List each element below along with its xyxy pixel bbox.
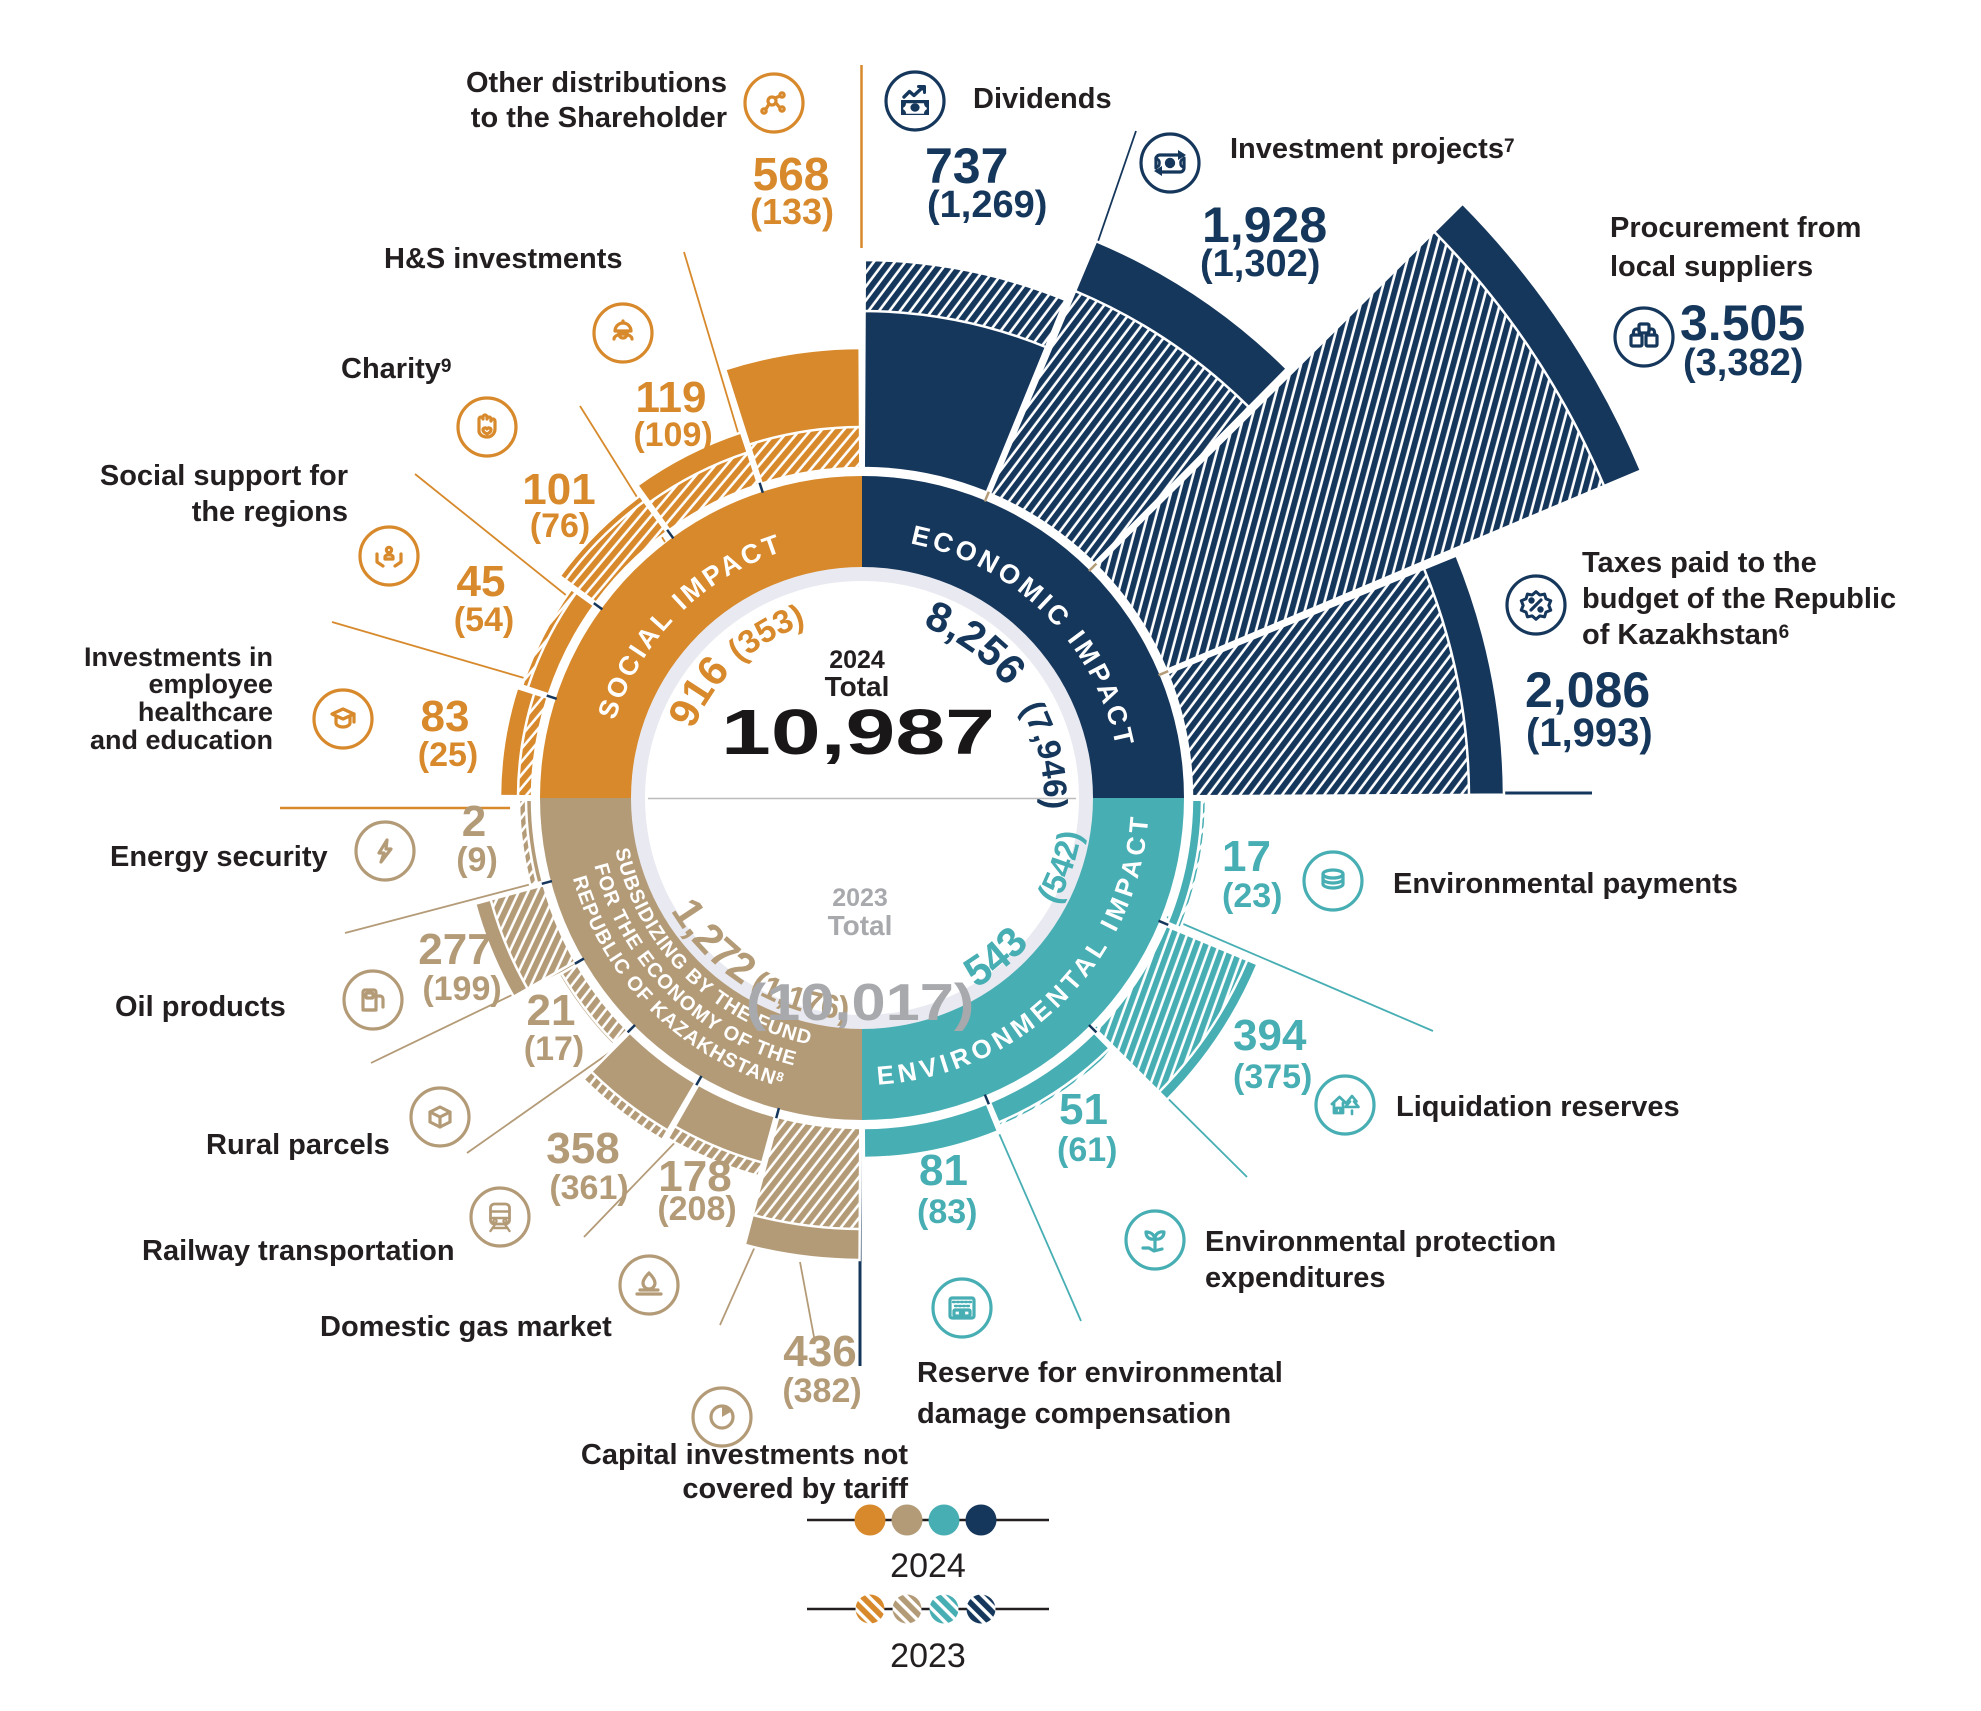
svg-text:(109): (109) <box>633 416 712 454</box>
svg-text:Procurement from: Procurement from <box>1610 212 1861 244</box>
svg-text:101: 101 <box>522 465 595 514</box>
svg-text:(208): (208) <box>657 1190 736 1228</box>
svg-text:budget of the Republic: budget of the Republic <box>1582 583 1896 615</box>
svg-text:2024: 2024 <box>890 1547 966 1585</box>
svg-text:17: 17 <box>1222 832 1271 881</box>
svg-text:2,086: 2,086 <box>1525 662 1650 718</box>
svg-text:Social support for: Social support for <box>100 460 348 492</box>
svg-text:Dividends: Dividends <box>973 83 1112 115</box>
svg-text:Railway transportation: Railway transportation <box>142 1235 455 1267</box>
svg-text:of Kazakhstan6: of Kazakhstan6 <box>1582 619 1789 651</box>
svg-text:covered by tariff: covered by tariff <box>682 1473 908 1505</box>
svg-text:(375): (375) <box>1233 1058 1312 1096</box>
svg-text:(1,302): (1,302) <box>1200 243 1320 285</box>
svg-text:(1,269): (1,269) <box>927 184 1047 226</box>
svg-text:(23): (23) <box>1222 877 1282 915</box>
svg-text:to the Shareholder: to the Shareholder <box>471 102 727 134</box>
svg-text:Rural parcels: Rural parcels <box>206 1129 390 1161</box>
svg-text:the regions: the regions <box>192 496 348 528</box>
svg-text:436: 436 <box>783 1327 856 1376</box>
svg-text:358: 358 <box>546 1124 619 1173</box>
svg-text:(10,017): (10,017) <box>746 974 974 1032</box>
svg-text:Environmental protection: Environmental protection <box>1205 1226 1556 1258</box>
svg-text:(133): (133) <box>750 191 834 232</box>
svg-text:Taxes paid to the: Taxes paid to the <box>1582 547 1817 579</box>
svg-text:10,987: 10,987 <box>721 697 995 768</box>
svg-text:healthcare: healthcare <box>138 697 273 727</box>
svg-text:2024: 2024 <box>829 646 885 674</box>
svg-text:(17): (17) <box>524 1030 584 1068</box>
svg-text:(3,382): (3,382) <box>1683 342 1803 384</box>
svg-text:and education: and education <box>90 725 273 755</box>
svg-text:51: 51 <box>1059 1085 1108 1134</box>
svg-text:Investments in: Investments in <box>84 642 273 672</box>
svg-text:277: 277 <box>418 925 491 974</box>
svg-text:45: 45 <box>457 557 506 606</box>
svg-text:394: 394 <box>1233 1011 1307 1060</box>
svg-text:Liquidation reserves: Liquidation reserves <box>1396 1091 1680 1123</box>
svg-text:(199): (199) <box>422 970 501 1008</box>
svg-text:21: 21 <box>527 986 576 1035</box>
svg-text:damage compensation: damage compensation <box>917 1398 1231 1430</box>
svg-text:(382): (382) <box>782 1372 861 1410</box>
svg-text:2023: 2023 <box>890 1637 966 1675</box>
svg-text:Energy security: Energy security <box>110 841 328 873</box>
svg-text:178: 178 <box>658 1152 731 1201</box>
svg-text:Charity9: Charity9 <box>341 353 452 385</box>
svg-text:Environmental payments: Environmental payments <box>1393 868 1738 900</box>
svg-text:1,928: 1,928 <box>1202 197 1327 253</box>
svg-text:(76): (76) <box>530 507 590 545</box>
svg-text:Total: Total <box>828 910 893 941</box>
svg-text:local suppliers: local suppliers <box>1610 251 1813 283</box>
svg-text:(61): (61) <box>1057 1131 1117 1169</box>
svg-text:83: 83 <box>421 692 470 741</box>
svg-text:(361): (361) <box>549 1169 628 1207</box>
svg-text:Oil products: Oil products <box>115 991 286 1023</box>
svg-text:568: 568 <box>753 148 830 200</box>
svg-text:Capital investments not: Capital investments not <box>581 1439 908 1471</box>
svg-text:2023: 2023 <box>832 884 888 912</box>
svg-text:H&S investments: H&S investments <box>384 243 623 275</box>
svg-text:Total: Total <box>825 671 890 702</box>
svg-text:(54): (54) <box>454 601 514 639</box>
svg-text:81: 81 <box>919 1146 968 1195</box>
svg-text:3.505: 3.505 <box>1680 295 1805 351</box>
svg-text:119: 119 <box>636 373 707 422</box>
svg-text:(83): (83) <box>917 1193 977 1231</box>
svg-text:Other distributions: Other distributions <box>466 67 727 99</box>
svg-text:737: 737 <box>925 138 1008 194</box>
svg-text:Domestic gas market: Domestic gas market <box>320 1311 612 1343</box>
svg-text:(9): (9) <box>456 841 498 879</box>
svg-text:employee: employee <box>148 669 273 699</box>
svg-text:Investment projects7: Investment projects7 <box>1230 133 1515 165</box>
svg-text:Reserve for environmental: Reserve for environmental <box>917 1357 1283 1389</box>
svg-text:(1,993): (1,993) <box>1526 711 1653 755</box>
svg-text:expenditures: expenditures <box>1205 1262 1386 1294</box>
svg-text:2: 2 <box>462 797 486 846</box>
svg-text:(25): (25) <box>418 736 478 774</box>
